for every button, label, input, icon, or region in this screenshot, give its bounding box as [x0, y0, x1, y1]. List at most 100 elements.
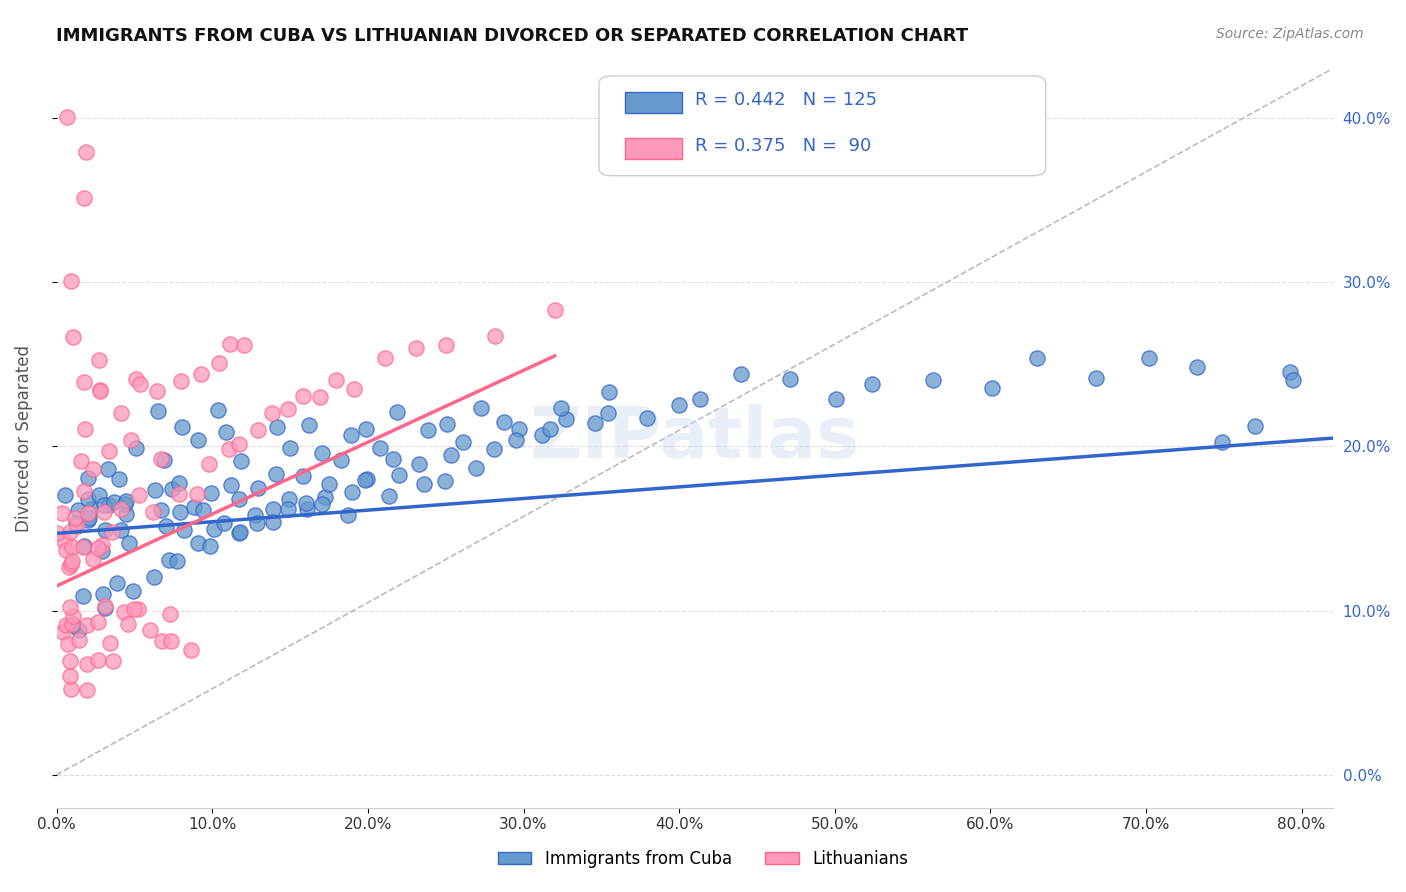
- Point: [127, 602, 149, 616]
- Point: [1137, 351, 1160, 366]
- Point: [77, 510, 100, 524]
- Point: [59, 558, 82, 572]
- Point: [59, 274, 82, 288]
- Text: ZIPatlas: ZIPatlas: [530, 403, 859, 473]
- Point: [73, 422, 96, 436]
- Point: [1084, 371, 1107, 385]
- Point: [202, 522, 225, 536]
- Point: [330, 453, 353, 467]
- Point: [53, 488, 76, 502]
- Point: [77, 491, 100, 506]
- Text: Source: ZipAtlas.com: Source: ZipAtlas.com: [1216, 27, 1364, 41]
- Point: [550, 401, 572, 415]
- Point: [544, 303, 567, 318]
- Point: [492, 415, 515, 429]
- Point: [260, 406, 283, 420]
- Point: [55, 542, 77, 557]
- Point: [530, 428, 553, 442]
- Point: [434, 474, 457, 488]
- Point: [110, 523, 132, 537]
- Point: [246, 516, 269, 530]
- Point: [278, 441, 301, 455]
- Point: [122, 584, 145, 599]
- Point: [408, 457, 430, 471]
- Point: [598, 406, 620, 420]
- Point: [73, 539, 96, 553]
- Point: [169, 505, 191, 519]
- Point: [46, 526, 69, 541]
- Point: [110, 406, 132, 420]
- Point: [298, 417, 321, 432]
- Point: [72, 540, 94, 554]
- Point: [218, 442, 240, 456]
- Point: [340, 484, 363, 499]
- Point: [336, 508, 359, 523]
- Point: [434, 338, 457, 352]
- Point: [1278, 365, 1301, 379]
- Point: [82, 551, 104, 566]
- Y-axis label: Divorced or Separated: Divorced or Separated: [15, 344, 32, 532]
- Point: [70, 454, 93, 468]
- Point: [60, 540, 83, 554]
- Point: [243, 508, 266, 522]
- Point: [76, 657, 98, 672]
- Point: [58, 560, 80, 574]
- Point: [215, 425, 238, 439]
- Point: [62, 330, 84, 344]
- Point: [922, 373, 945, 387]
- Point: [114, 497, 136, 511]
- Point: [183, 500, 205, 515]
- Point: [689, 392, 711, 406]
- Point: [101, 654, 124, 668]
- Point: [87, 653, 110, 667]
- Point: [82, 461, 104, 475]
- Point: [295, 496, 318, 510]
- Point: [229, 525, 252, 540]
- Point: [440, 448, 463, 462]
- Point: [405, 342, 427, 356]
- Point: [636, 410, 658, 425]
- Point: [166, 554, 188, 568]
- Point: [76, 513, 98, 527]
- Point: [155, 519, 177, 533]
- Point: [325, 373, 347, 387]
- Point: [247, 424, 270, 438]
- Point: [122, 602, 145, 616]
- Point: [125, 372, 148, 386]
- Point: [60, 554, 83, 568]
- Point: [187, 434, 209, 448]
- Point: [110, 502, 132, 516]
- Point: [377, 490, 399, 504]
- Point: [97, 462, 120, 476]
- Point: [311, 496, 333, 510]
- Point: [308, 390, 330, 404]
- Point: [55, 110, 77, 124]
- Point: [91, 544, 114, 558]
- Point: [464, 460, 486, 475]
- Point: [157, 553, 180, 567]
- Point: [228, 492, 250, 507]
- Point: [538, 422, 561, 436]
- Point: [1244, 419, 1267, 434]
- Point: [101, 524, 124, 539]
- Point: [98, 444, 121, 458]
- Point: [159, 634, 181, 648]
- Point: [555, 412, 578, 426]
- Point: [190, 368, 212, 382]
- Point: [980, 381, 1002, 395]
- Point: [91, 587, 114, 601]
- Point: [170, 420, 193, 434]
- Point: [120, 434, 142, 448]
- Point: [170, 374, 193, 388]
- Point: [52, 625, 75, 640]
- Text: IMMIGRANTS FROM CUBA VS LITHUANIAN DIVORCED OR SEPARATED CORRELATION CHART: IMMIGRANTS FROM CUBA VS LITHUANIAN DIVOR…: [56, 27, 969, 45]
- Point: [264, 467, 287, 481]
- Point: [93, 498, 115, 512]
- Point: [76, 617, 98, 632]
- Point: [187, 535, 209, 549]
- Point: [314, 490, 336, 504]
- Point: [207, 403, 229, 417]
- Point: [87, 352, 110, 367]
- Point: [374, 351, 396, 365]
- Point: [150, 503, 173, 517]
